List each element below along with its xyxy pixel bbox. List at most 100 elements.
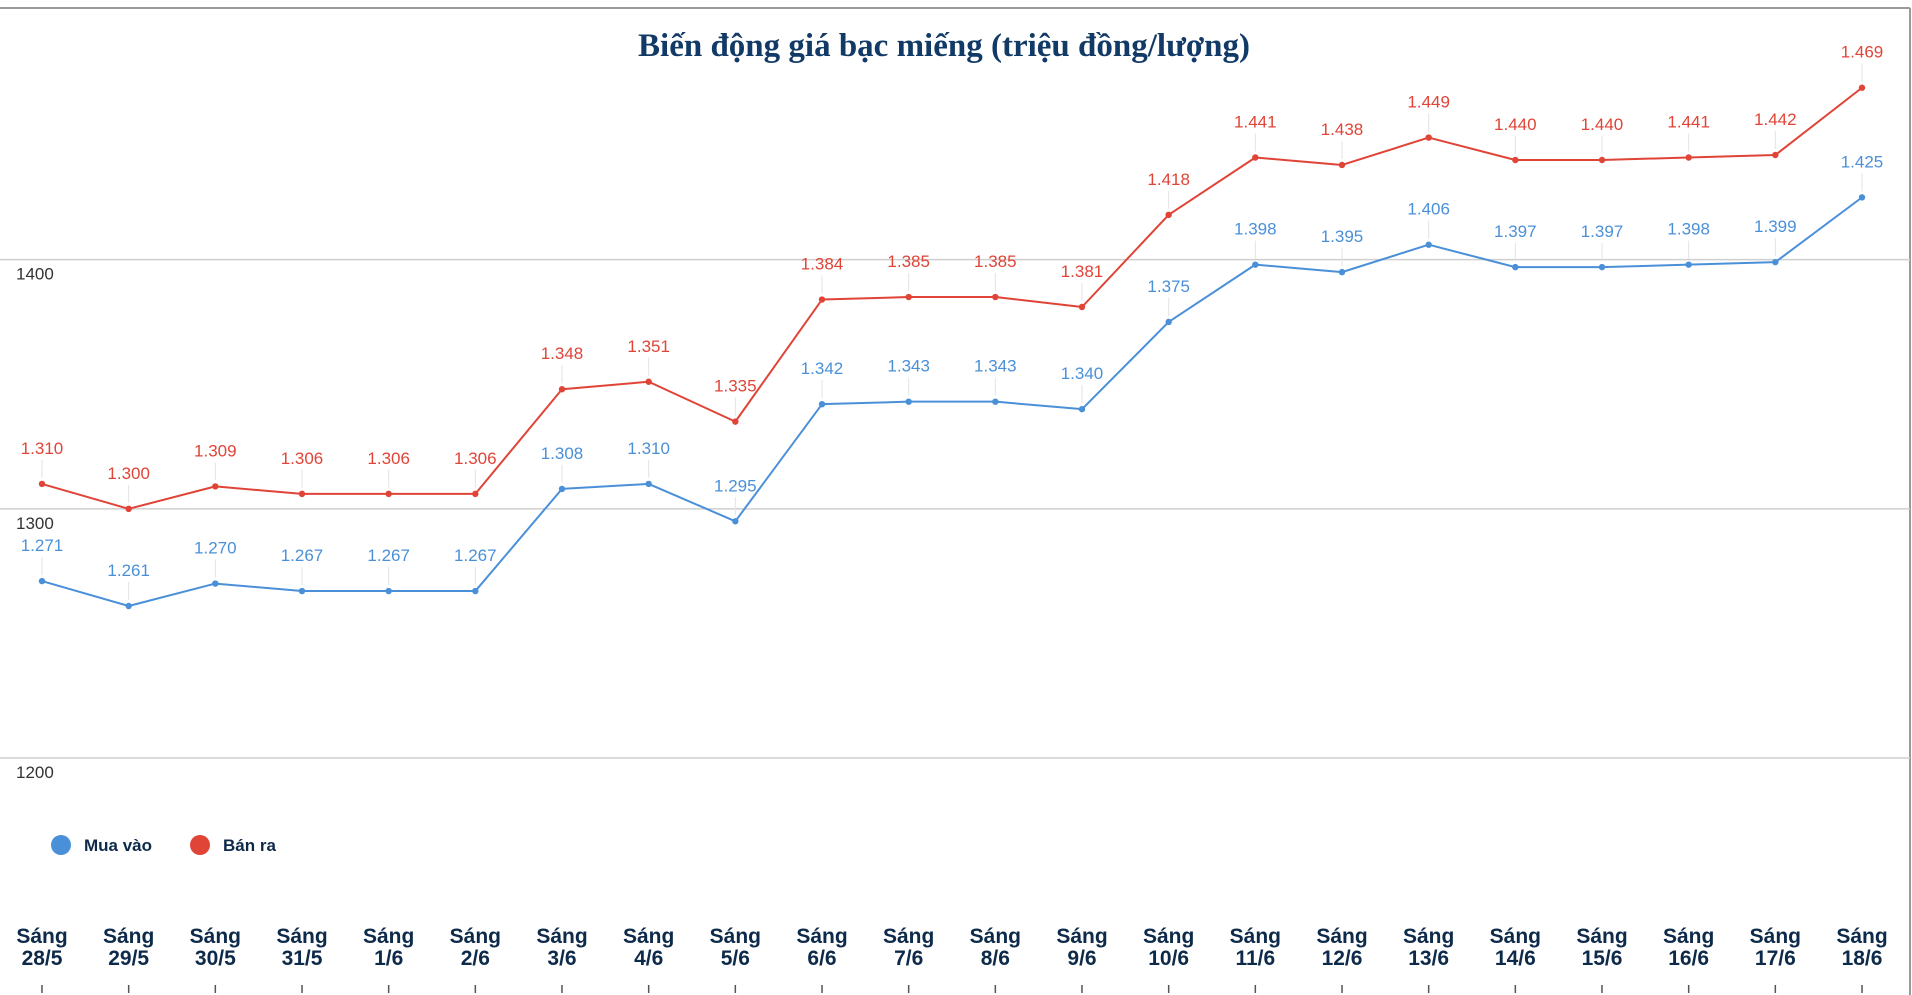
series-lines [38, 84, 1866, 610]
chart-title: Biến động giá bạc miếng (triệu đồng/lượn… [638, 28, 1250, 64]
data-label: 1.469 [1841, 43, 1884, 62]
legend-label-mua-vao: Mua vào [84, 836, 152, 855]
data-point [125, 505, 132, 513]
x-tick-label: Sáng [1056, 925, 1107, 948]
data-point [38, 480, 46, 488]
data-labels: 1.271 1.261 1.270 1.267 1.267 1.267 1.308 1.310… [21, 43, 1884, 600]
x-tick-label: Sáng [16, 925, 67, 948]
data-label: 1.267 [281, 546, 324, 565]
x-tick-label: Sáng [536, 925, 587, 948]
x-tick-label: Sáng [1663, 925, 1714, 948]
data-point [818, 400, 826, 408]
x-tick-label: 30/5 [195, 947, 236, 970]
data-label: 1.381 [1061, 262, 1104, 281]
data-label: 1.300 [107, 464, 150, 483]
data-point [1772, 151, 1779, 159]
data-point [558, 386, 566, 393]
x-tick-label: 6/6 [807, 947, 836, 970]
data-label: 1.441 [1234, 113, 1277, 132]
data-point [1338, 268, 1346, 276]
data-point [905, 293, 912, 301]
data-point [818, 296, 826, 303]
x-tick-label: Sáng [103, 925, 154, 948]
legend-marker-ban-ra [190, 835, 210, 855]
x-tick-label: 2/6 [461, 947, 490, 970]
x-tick-label: 3/6 [547, 947, 576, 970]
data-point [1685, 261, 1692, 268]
data-label: 1.395 [1321, 227, 1364, 246]
data-label: 1.309 [194, 441, 237, 460]
gridlines [0, 258, 1910, 759]
x-tick-label: Sáng [1316, 925, 1367, 948]
data-label: 1.418 [1147, 170, 1190, 189]
x-tick-label: Sáng [1490, 925, 1541, 948]
data-point [385, 587, 392, 595]
data-point [558, 485, 566, 493]
x-tick-label: 17/6 [1755, 947, 1796, 970]
data-point [472, 587, 479, 595]
data-point [1858, 84, 1866, 91]
x-tick-label: Sáng [623, 925, 674, 948]
x-tick-label: Sáng [450, 925, 501, 948]
data-point [212, 483, 219, 490]
x-tick-label: Sáng [1403, 925, 1454, 948]
x-tick-label: Sáng [1836, 925, 1887, 948]
y-tick-label: 1400 [16, 265, 54, 284]
data-label: 1.295 [714, 476, 757, 495]
legend-label-ban-ra: Bán ra [223, 836, 276, 855]
data-point [992, 398, 999, 405]
data-label: 1.398 [1234, 220, 1277, 239]
x-tick-label: Sáng [710, 925, 761, 948]
series-line-ban-ra [41, 86, 1863, 510]
data-label: 1.306 [454, 449, 497, 468]
x-tick-label: 8/6 [981, 947, 1010, 970]
chart-frame [0, 7, 1911, 995]
data-label: 1.270 [194, 539, 237, 558]
x-tick-label: 16/6 [1668, 947, 1709, 970]
data-label: 1.398 [1667, 220, 1710, 239]
data-point [645, 480, 652, 488]
data-label: 1.261 [107, 561, 150, 580]
data-label: 1.267 [367, 546, 410, 565]
data-label: 1.385 [887, 252, 930, 271]
data-label: 1.351 [627, 337, 670, 356]
x-tick-label: Sáng [883, 925, 934, 948]
data-label: 1.385 [974, 252, 1017, 271]
data-label: 1.335 [714, 377, 757, 396]
x-tick-label: 14/6 [1495, 947, 1536, 970]
data-label: 1.449 [1407, 93, 1450, 112]
data-label: 1.397 [1494, 222, 1537, 241]
data-label: 1.343 [974, 357, 1017, 376]
series-line-mua-vao [41, 196, 1863, 607]
data-label: 1.440 [1581, 115, 1624, 134]
x-tick-label: Sáng [796, 925, 847, 948]
data-point [992, 293, 999, 301]
data-label: 1.440 [1494, 115, 1537, 134]
x-tick-label: Sáng [1143, 925, 1194, 948]
data-point [385, 490, 392, 498]
data-label: 1.308 [541, 444, 584, 463]
data-point [1598, 263, 1606, 271]
data-label: 1.342 [801, 359, 844, 378]
x-tick-label: 7/6 [894, 947, 923, 970]
data-point [1078, 405, 1086, 413]
data-label: 1.397 [1581, 222, 1624, 241]
x-tick-label: 28/5 [22, 947, 63, 970]
y-tick-label: 1200 [16, 763, 54, 782]
data-point [732, 518, 739, 525]
data-label: 1.340 [1061, 364, 1104, 383]
data-label: 1.442 [1754, 110, 1797, 129]
data-label: 1.441 [1667, 113, 1710, 132]
x-tick-label: 12/6 [1322, 947, 1363, 970]
x-tick-label: 5/6 [721, 947, 750, 970]
x-tick-label: 29/5 [108, 947, 149, 970]
data-point [1252, 261, 1259, 268]
data-label: 1.406 [1407, 200, 1450, 219]
x-tick-label: 9/6 [1067, 947, 1096, 970]
data-label: 1.271 [21, 536, 64, 555]
x-tick-label: Sáng [1230, 925, 1281, 948]
data-label: 1.425 [1841, 152, 1884, 171]
data-point [1598, 156, 1606, 164]
data-point [38, 577, 46, 585]
